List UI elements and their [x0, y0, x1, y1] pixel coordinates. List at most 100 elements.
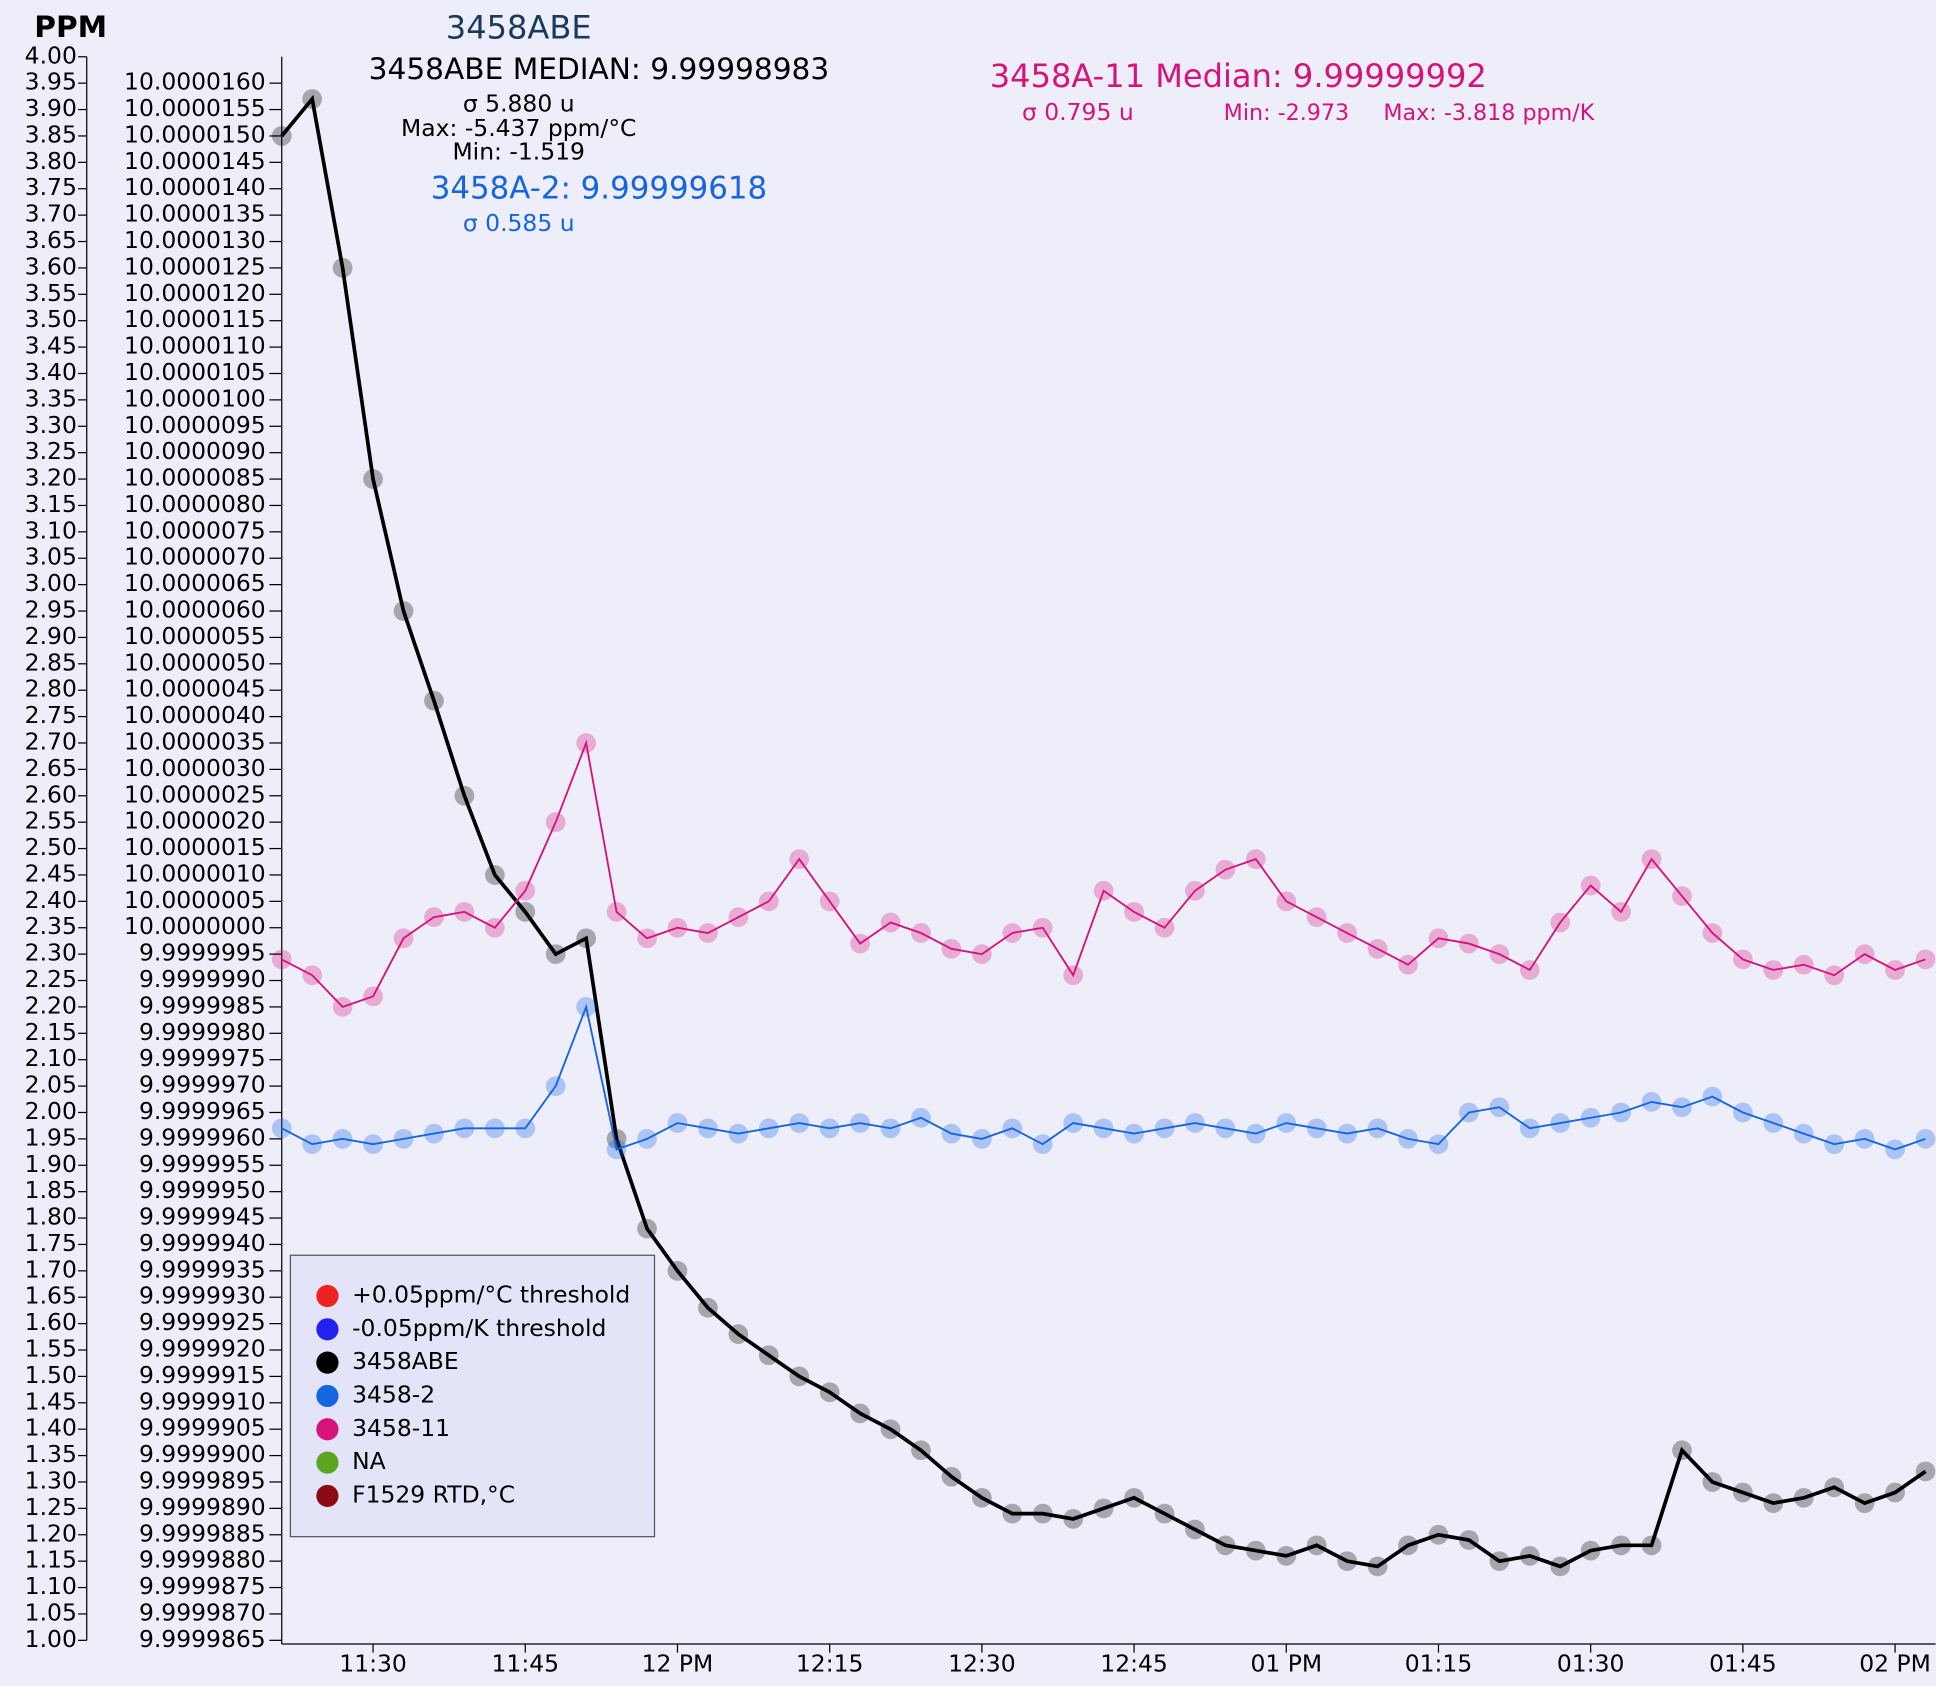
y-tick-label: 2.85 — [25, 648, 77, 676]
y2-tick-label: 9.9999980 — [139, 1018, 266, 1046]
y-tick-label: 3.80 — [25, 147, 77, 175]
annotation: Min: -2.973 — [1224, 100, 1350, 126]
y2-tick-label: 10.0000035 — [124, 727, 266, 755]
y2-tick-label: 10.0000005 — [124, 886, 266, 914]
y2-tick-label: 10.0000085 — [124, 464, 266, 492]
y2-tick-label: 10.0000115 — [124, 305, 266, 333]
x-tick-label: 11:45 — [491, 1650, 559, 1678]
y2-tick-label: 9.9999945 — [139, 1203, 266, 1231]
x-tick-label: 01:45 — [1709, 1650, 1777, 1678]
y2-tick-label: 10.0000030 — [124, 754, 266, 782]
y-tick-label: 1.50 — [25, 1361, 77, 1389]
legend-label: NA — [352, 1447, 386, 1475]
y2-tick-label: 10.0000060 — [124, 596, 266, 624]
series-line — [280, 94, 1927, 1569]
y2-tick-label: 9.9999915 — [139, 1361, 266, 1389]
y2-tick-label: 10.0000140 — [124, 173, 266, 201]
y2-tick-label: 9.9999885 — [139, 1519, 266, 1547]
y2-tick-label: 9.9999890 — [139, 1493, 266, 1521]
y-tick-label: 2.55 — [25, 807, 77, 835]
y-tick-label: 4.00 — [25, 41, 77, 69]
y2-tick-label: 10.0000130 — [124, 226, 266, 254]
y-tick-label: 2.80 — [25, 675, 77, 703]
y-tick-label: 2.35 — [25, 912, 77, 940]
y2-tick-label: 10.0000155 — [124, 94, 266, 122]
x-tick-label: 12:15 — [796, 1650, 864, 1678]
annotation: 3458A-2: 9.99999618 — [431, 171, 767, 207]
y2-tick-label: 10.0000135 — [124, 200, 266, 228]
y-tick-label: 2.00 — [25, 1097, 77, 1125]
y2-tick-label: 10.0000015 — [124, 833, 266, 861]
y2-tick-label: 9.9999935 — [139, 1255, 266, 1283]
y2-tick-label: 10.0000105 — [124, 358, 266, 386]
y-tick-label: 1.60 — [25, 1308, 77, 1336]
y2-tick-label: 9.9999990 — [139, 965, 266, 993]
legend-marker — [316, 1318, 339, 1341]
y-tick-label: 1.25 — [25, 1493, 77, 1521]
y-tick-label: 1.30 — [25, 1466, 77, 1494]
y2-tick-label: 10.0000160 — [124, 68, 266, 96]
legend-marker — [316, 1351, 339, 1374]
y-tick-label: 2.40 — [25, 886, 77, 914]
y2-tick-label: 9.9999920 — [139, 1335, 266, 1363]
y-tick-label: 3.35 — [25, 384, 77, 412]
chart-title: 3458ABE — [446, 9, 592, 47]
y2-tick-label: 10.0000100 — [124, 384, 266, 412]
y-tick-label: 2.65 — [25, 754, 77, 782]
y-tick-label: 3.60 — [25, 252, 77, 280]
y2-tick-label: 10.0000000 — [124, 912, 266, 940]
y-tick-label: 1.10 — [25, 1572, 77, 1600]
annotation: Max: -5.437 ppm/°C — [401, 114, 636, 142]
y-tick-label: 3.15 — [25, 490, 77, 518]
y-tick-label: 3.90 — [25, 94, 77, 122]
y2-tick-label: 9.9999900 — [139, 1440, 266, 1468]
legend-marker — [316, 1418, 339, 1441]
y-tick-label: 1.45 — [25, 1387, 77, 1415]
y-tick-label: 3.25 — [25, 437, 77, 465]
y-tick-label: 2.10 — [25, 1044, 77, 1072]
y-tick-label: 2.15 — [25, 1018, 77, 1046]
y-tick-label: 2.30 — [25, 939, 77, 967]
annotation: Min: -1.519 — [452, 138, 585, 166]
legend-marker — [316, 1451, 339, 1474]
y2-tick-label: 10.0000095 — [124, 411, 266, 439]
y-tick-label: 3.45 — [25, 332, 77, 360]
y-tick-label: 1.00 — [25, 1625, 77, 1653]
y-tick-label: 1.55 — [25, 1335, 77, 1363]
y2-tick-label: 9.9999985 — [139, 991, 266, 1019]
y-tick-label: 2.70 — [25, 727, 77, 755]
y-tick-label: 2.90 — [25, 622, 77, 650]
y2-tick-label: 9.9999905 — [139, 1414, 266, 1442]
legend-box — [289, 1254, 656, 1538]
y-tick-label: 3.65 — [25, 226, 77, 254]
legend-marker — [316, 1484, 339, 1508]
y-tick-label: 2.75 — [25, 701, 77, 729]
x-tick-label: 01 PM — [1250, 1650, 1322, 1678]
y-tick-label: 1.90 — [25, 1150, 77, 1178]
x-tick-label: 11:30 — [339, 1650, 407, 1678]
y-tick-label: 3.75 — [25, 173, 77, 201]
y2-tick-label: 10.0000075 — [124, 516, 266, 544]
y-tick-label: 2.50 — [25, 833, 77, 861]
y2-tick-label: 9.9999960 — [139, 1123, 266, 1151]
y2-tick-label: 10.0000145 — [124, 147, 266, 175]
y2-tick-label: 9.9999975 — [139, 1044, 266, 1072]
y2-tick-label: 9.9999930 — [139, 1282, 266, 1310]
y-tick-label: 1.40 — [25, 1414, 77, 1442]
y2-tick-label: 9.9999970 — [139, 1071, 266, 1099]
legend-marker — [316, 1284, 339, 1308]
series-line — [281, 1003, 1926, 1151]
y2-tick-label: 10.0000110 — [124, 332, 266, 360]
legend-label: +0.05ppm/°C threshold — [352, 1280, 630, 1308]
legend-label: 3458-11 — [352, 1414, 450, 1442]
y-tick-label: 2.95 — [25, 596, 77, 624]
legend-marker — [316, 1384, 339, 1408]
y-tick-label: 3.70 — [25, 200, 77, 228]
y2-tick-label: 10.0000150 — [124, 120, 266, 148]
y2-tick-label: 10.0000020 — [124, 807, 266, 835]
y-tick-label: 1.05 — [25, 1598, 77, 1626]
y2-tick-label: 9.9999950 — [139, 1176, 266, 1204]
y-tick-label: 3.55 — [25, 279, 77, 307]
y2-tick-label: 10.0000045 — [124, 675, 266, 703]
y2-tick-label: 9.9999895 — [139, 1466, 266, 1494]
